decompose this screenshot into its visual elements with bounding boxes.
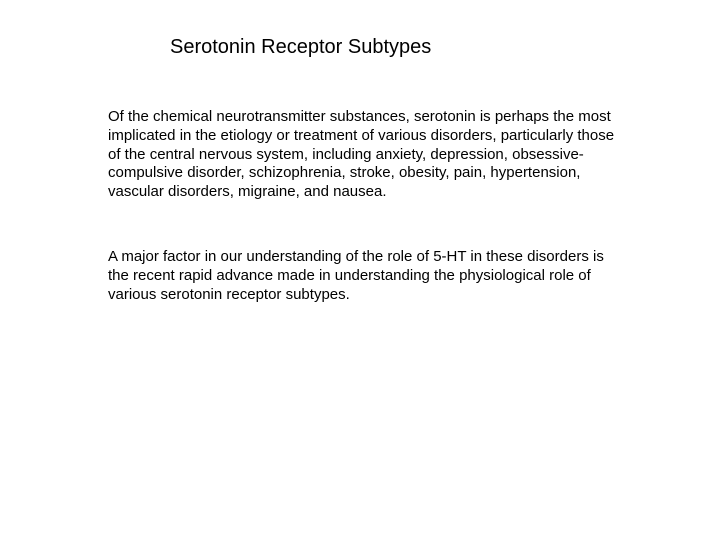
body-paragraph-2: A major factor in our understanding of t… bbox=[108, 248, 628, 304]
body-paragraph-1: Of the chemical neurotransmitter substan… bbox=[108, 108, 628, 202]
page-title: Serotonin Receptor Subtypes bbox=[170, 36, 431, 59]
